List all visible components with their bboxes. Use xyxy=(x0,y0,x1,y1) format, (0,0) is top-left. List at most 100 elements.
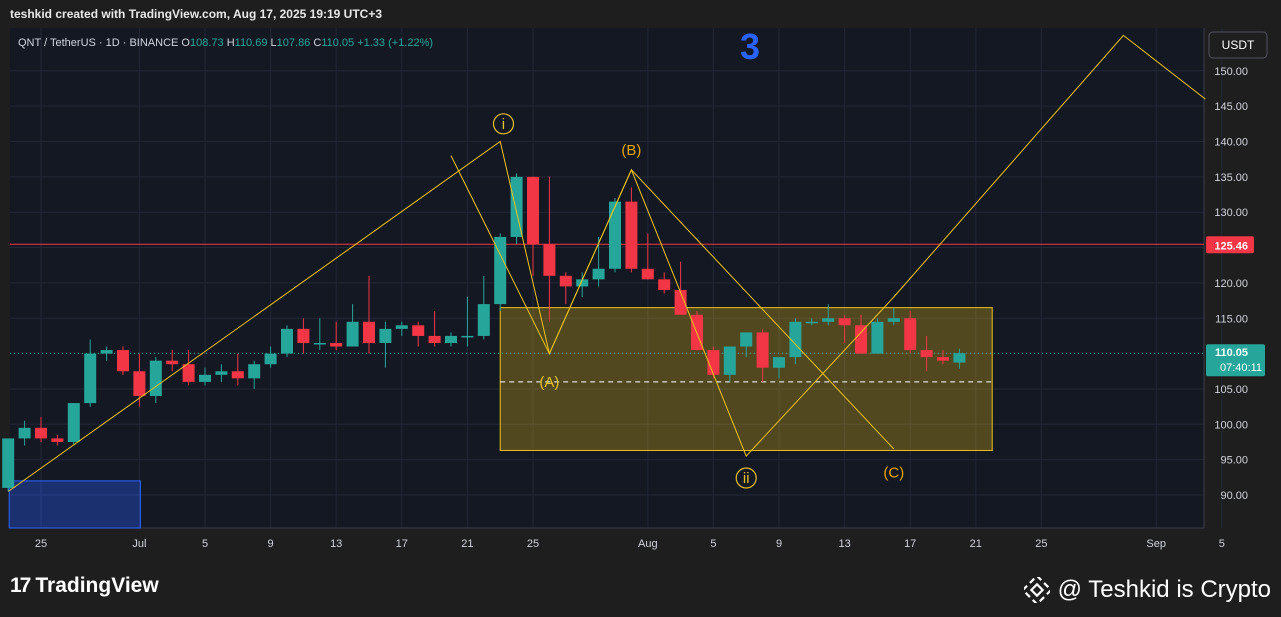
x-tick-label: 17 xyxy=(396,538,408,550)
currency-button[interactable] xyxy=(1208,31,1268,59)
wave-label: (B) xyxy=(621,142,641,159)
candle-body xyxy=(494,236,507,305)
candle-body xyxy=(133,371,146,397)
x-tick-label: 25 xyxy=(527,538,539,550)
candle-body xyxy=(346,321,359,347)
candle-body xyxy=(445,335,457,343)
candle-body xyxy=(477,304,490,336)
wave-label-circle xyxy=(492,113,515,135)
y-tick-label: 90.00 xyxy=(1220,490,1248,502)
elliott-wave-path xyxy=(7,34,1206,492)
candle-body xyxy=(937,357,949,361)
candle-body xyxy=(215,371,228,375)
blue-zone-box xyxy=(8,480,141,529)
resistance-price-label: 125.46 xyxy=(1214,240,1248,252)
candle-body xyxy=(330,342,343,347)
y-tick-label: 100.00 xyxy=(1214,419,1248,431)
candle-body xyxy=(953,353,966,363)
x-tick-label: 13 xyxy=(330,538,342,550)
x-tick-label: Jul xyxy=(132,538,146,550)
candle-body xyxy=(920,350,933,358)
candle-body xyxy=(363,321,375,343)
caption-text: teshkid created with TradingView.com, Au… xyxy=(10,7,383,21)
candle-body xyxy=(707,350,720,375)
target-zone-box xyxy=(499,307,993,451)
x-tick-label: 21 xyxy=(970,538,982,550)
watermark-text: @ Teshkid is Crypto xyxy=(1057,576,1271,603)
footer-bar: 17 TradingView @ Teshkid is Crypto xyxy=(0,556,1281,617)
tradingview-mark-icon: 17 xyxy=(10,574,31,597)
x-tick-label: Aug xyxy=(638,538,658,550)
x-tick-label: Sep xyxy=(1146,538,1166,550)
candle-body xyxy=(117,350,129,372)
candle-body xyxy=(297,328,310,343)
candle-body xyxy=(182,364,195,382)
plot-area xyxy=(10,28,1204,528)
wave-label: (A) xyxy=(539,374,559,391)
x-tick-label: 17 xyxy=(904,538,916,550)
candle-body xyxy=(395,325,408,329)
candle-body xyxy=(248,364,261,379)
candle-body xyxy=(264,353,277,365)
y-tick-label: 130.00 xyxy=(1214,207,1248,219)
candle-body xyxy=(35,427,47,439)
tradingview-logo[interactable]: 17 TradingView xyxy=(10,574,159,598)
candle-body xyxy=(904,318,917,351)
candle-body xyxy=(166,360,179,365)
candle-body xyxy=(379,328,392,343)
x-tick-label: 25 xyxy=(1035,538,1047,550)
candle-body xyxy=(805,321,818,324)
last-price-label: 110.05 xyxy=(1215,347,1248,359)
candle-body xyxy=(871,321,884,354)
candle-body xyxy=(740,332,753,347)
x-tick-label: 21 xyxy=(461,538,473,550)
tradingview-brand: TradingView xyxy=(35,574,159,597)
caption-bar: teshkid created with TradingView.com, Au… xyxy=(0,0,1281,28)
wave-number-label: 3 xyxy=(740,26,760,67)
candle-body xyxy=(51,438,64,442)
candle-body xyxy=(887,318,900,322)
candle-body xyxy=(543,244,556,276)
diamond-logo-icon xyxy=(1023,577,1050,603)
candle-body xyxy=(510,176,523,237)
candle-body xyxy=(2,438,15,488)
y-tick-label: 140.00 xyxy=(1214,137,1248,149)
candle-body xyxy=(609,201,621,269)
candle-body xyxy=(592,268,605,280)
x-tick-label: 5 xyxy=(202,538,208,550)
y-tick-label: 95.00 xyxy=(1220,455,1248,467)
candle-body xyxy=(838,318,851,326)
y-tick-label: 145.00 xyxy=(1214,101,1248,113)
candle-body xyxy=(641,268,654,280)
wave-label: i xyxy=(502,116,505,133)
x-tick-label: 13 xyxy=(838,538,850,550)
candle-body xyxy=(625,201,638,269)
watermark: @ Teshkid is Crypto xyxy=(1023,576,1271,604)
candle-body xyxy=(100,350,113,354)
candle-body xyxy=(756,332,769,368)
resistance-price-tag xyxy=(1206,236,1254,254)
candle-body xyxy=(822,318,835,322)
symbol-legend: QNT / TetherUS · 1D · BINANCE O108.73 H1… xyxy=(18,37,433,49)
candle-body xyxy=(67,403,80,442)
wave-label: (C) xyxy=(883,464,904,481)
x-tick-label: 5 xyxy=(1219,538,1225,550)
wave-label-circle xyxy=(735,467,757,489)
candle-body xyxy=(855,325,867,354)
candle-body xyxy=(658,279,671,290)
candle-body xyxy=(674,289,687,315)
candle-body xyxy=(723,346,736,375)
y-tick-label: 105.00 xyxy=(1214,384,1248,396)
candle-body xyxy=(773,357,785,368)
candle-body xyxy=(412,325,425,336)
y-tick-label: 115.00 xyxy=(1215,313,1248,325)
y-tick-label: 120.00 xyxy=(1214,278,1248,290)
x-tick-label: 5 xyxy=(710,538,716,550)
candle-body xyxy=(281,328,293,354)
last-price-tag xyxy=(1206,344,1265,377)
candle-body xyxy=(84,353,97,404)
candle-body xyxy=(18,427,31,439)
x-tick-label: 9 xyxy=(268,538,274,550)
candle-body xyxy=(149,360,162,397)
